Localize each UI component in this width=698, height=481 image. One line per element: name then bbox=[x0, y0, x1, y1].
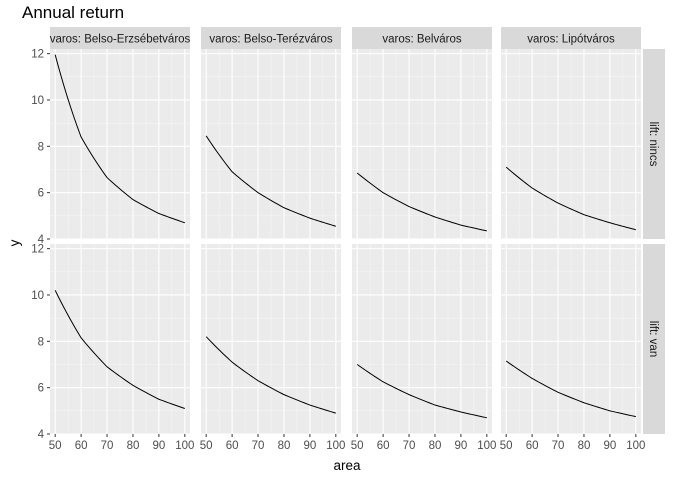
x-tick-label: 70 bbox=[252, 440, 265, 452]
facet-panel bbox=[201, 244, 341, 435]
y-tick-label: 12 bbox=[31, 49, 44, 61]
x-tick-label: 60 bbox=[226, 440, 239, 452]
series-line bbox=[505, 360, 636, 418]
x-tick-label: 100 bbox=[477, 440, 496, 452]
x-tick-label: 100 bbox=[326, 440, 345, 452]
x-tick-label: 70 bbox=[552, 440, 565, 452]
row-strip: lift: van bbox=[643, 244, 665, 434]
column-strip: varos: Belváros bbox=[352, 27, 492, 49]
y-tick-label: 10 bbox=[31, 290, 44, 302]
x-tick-label: 90 bbox=[152, 440, 165, 452]
panels-layer bbox=[50, 49, 641, 435]
facet-panel bbox=[352, 49, 492, 240]
row-strip-label: lift: van bbox=[647, 321, 659, 357]
facet-panel bbox=[501, 244, 641, 435]
chart-title: Annual return bbox=[22, 3, 124, 22]
y-tick-label: 10 bbox=[31, 95, 44, 107]
y-tick-label: 8 bbox=[38, 141, 44, 153]
column-strip-background bbox=[501, 27, 641, 49]
y-tick-label: 4 bbox=[38, 234, 45, 246]
y-tick-label: 8 bbox=[38, 336, 44, 348]
x-tick-label: 60 bbox=[75, 440, 88, 452]
x-tick-label: 60 bbox=[526, 440, 539, 452]
facet-panel bbox=[501, 49, 641, 240]
series-line bbox=[205, 135, 336, 227]
column-strip-label: varos: Belso-Erzsébetváros bbox=[50, 34, 191, 46]
x-tick-label: 100 bbox=[626, 440, 645, 452]
column-strip: varos: Belso-Terézváros bbox=[201, 27, 341, 49]
series-line bbox=[505, 166, 636, 231]
row-strip-label: lift: nincs bbox=[647, 122, 659, 167]
strips-layer: varos: Belso-Erzsébetváros varos: Belso-T… bbox=[50, 27, 665, 434]
column-strip-background bbox=[50, 27, 190, 49]
y-axis-label: y bbox=[7, 239, 22, 246]
facet-panel bbox=[352, 244, 492, 435]
x-tick-label: 50 bbox=[351, 440, 364, 452]
series-line bbox=[356, 364, 487, 419]
series-line bbox=[356, 172, 487, 232]
column-strip-background bbox=[201, 27, 341, 49]
x-tick-label: 80 bbox=[578, 440, 591, 452]
y-tick-label: 6 bbox=[38, 383, 44, 395]
x-tick-label: 100 bbox=[175, 440, 194, 452]
x-tick-label: 50 bbox=[500, 440, 513, 452]
row-strip-background bbox=[643, 49, 665, 239]
series-line bbox=[205, 336, 336, 414]
x-tick-label: 60 bbox=[377, 440, 390, 452]
x-tick-label: 50 bbox=[200, 440, 213, 452]
column-strip: varos: Lipótváros bbox=[501, 27, 641, 49]
y-tick-label: 4 bbox=[38, 429, 45, 441]
x-axis-label: area bbox=[333, 458, 361, 473]
x-tick-label: 90 bbox=[303, 440, 316, 452]
facet-panel bbox=[50, 49, 190, 240]
x-tick-label: 70 bbox=[403, 440, 416, 452]
row-strip-background bbox=[643, 244, 665, 434]
series-line bbox=[54, 290, 185, 409]
row-strip: lift: nincs bbox=[643, 49, 665, 239]
column-strip-background bbox=[352, 27, 492, 49]
y-tick-label: 12 bbox=[31, 244, 44, 256]
column-strip-label: varos: Belso-Terézváros bbox=[209, 34, 333, 46]
series-line bbox=[54, 54, 185, 224]
x-tick-label: 90 bbox=[603, 440, 616, 452]
facet-panel bbox=[50, 244, 190, 435]
column-strip-label: varos: Lipótváros bbox=[527, 34, 615, 46]
x-tick-label: 80 bbox=[278, 440, 291, 452]
x-tick-label: 90 bbox=[454, 440, 467, 452]
y-tick-label: 6 bbox=[38, 188, 44, 200]
x-tick-label: 80 bbox=[127, 440, 140, 452]
x-tick-label: 50 bbox=[49, 440, 62, 452]
column-strip-label: varos: Belváros bbox=[382, 34, 462, 46]
column-strip: varos: Belso-Erzsébetváros bbox=[50, 27, 191, 49]
x-tick-label: 80 bbox=[429, 440, 442, 452]
facet-panel bbox=[201, 49, 341, 240]
x-tick-label: 70 bbox=[101, 440, 114, 452]
